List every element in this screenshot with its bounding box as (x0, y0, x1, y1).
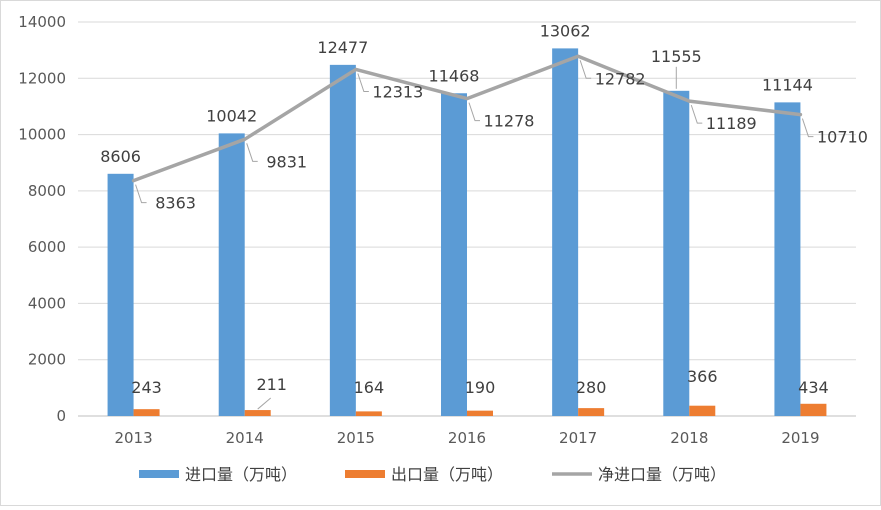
import-value-label: 8606 (100, 147, 141, 166)
export-bar (244, 410, 271, 416)
y-tick-label: 8000 (28, 182, 66, 200)
net-import-value-label: 12313 (372, 82, 423, 101)
import-bar (441, 93, 467, 416)
import-bar (552, 48, 579, 416)
x-tick-label: 2019 (781, 429, 819, 447)
leader-line (357, 73, 369, 92)
x-tick-label: 2015 (337, 429, 375, 447)
export-bar (467, 410, 493, 416)
leader-line (801, 118, 814, 138)
export-value-label: 366 (687, 367, 718, 386)
data-labels: 8606 10042 12477 11468 13062 11555 11144 243 211… (100, 21, 868, 397)
x-tick-labels: 2013 2014 2015 2016 2017 2018 2019 (114, 429, 819, 447)
export-bar (689, 405, 716, 416)
export-bar (800, 403, 827, 416)
y-tick-label: 2000 (28, 351, 66, 369)
leader-line (246, 143, 258, 162)
y-tick-label: 6000 (28, 238, 66, 256)
import-value-label: 11144 (762, 75, 813, 94)
export-value-label: 243 (131, 378, 162, 397)
import-value-label: 12477 (317, 38, 368, 57)
x-tick-label: 2018 (670, 429, 708, 447)
export-value-label: 190 (465, 378, 496, 397)
y-tick-label: 14000 (18, 13, 66, 31)
leader-line (257, 397, 272, 410)
legend-label: 净进口量（万吨） (598, 465, 726, 484)
y-tick-label: 10000 (18, 126, 66, 144)
net-import-line (131, 54, 803, 183)
export-value-label: 434 (798, 378, 829, 397)
import-bar (107, 173, 134, 416)
x-tick-label: 2016 (448, 429, 486, 447)
net-import-value-label: 12782 (595, 69, 646, 88)
legend-label: 出口量（万吨） (391, 465, 503, 484)
export-bar (578, 408, 605, 416)
leader-line (579, 60, 592, 79)
legend-label: 进口量（万吨） (185, 465, 297, 484)
import-value-label: 11468 (429, 66, 480, 85)
import-bar (218, 133, 245, 416)
import-value-label: 11555 (651, 47, 702, 66)
x-tick-label: 2013 (114, 429, 152, 447)
export-bar (355, 411, 382, 416)
x-tick-label: 2014 (226, 429, 264, 447)
net-import-value-label: 9831 (266, 152, 307, 171)
leader-line (135, 184, 147, 204)
legend-export-swatch (345, 470, 385, 478)
net-import-value-label: 8363 (155, 194, 196, 213)
leader-line (468, 102, 480, 122)
y-tick-label: 12000 (18, 69, 66, 87)
import-value-label: 13062 (540, 21, 591, 40)
export-value-label: 211 (256, 375, 287, 394)
y-tick-labels: 0 2000 4000 6000 8000 10000 12000 14000 (18, 13, 66, 425)
export-bar (133, 409, 160, 416)
legend: 进口量（万吨） 出口量（万吨） 净进口量（万吨） (139, 465, 726, 484)
net-import-value-label: 11189 (706, 114, 757, 133)
export-value-label: 164 (354, 378, 385, 397)
bars (107, 48, 827, 416)
import-bar (774, 102, 801, 416)
net-import-value-label: 11278 (484, 112, 535, 131)
legend-import-swatch (139, 470, 179, 478)
x-tick-label: 2017 (559, 429, 597, 447)
leader-line (690, 104, 703, 124)
import-bar (329, 64, 356, 416)
import-value-label: 10042 (206, 106, 257, 125)
net-import-polyline (131, 54, 803, 183)
net-import-value-label: 10710 (817, 128, 868, 147)
import-bar (663, 90, 690, 416)
y-tick-label: 0 (56, 407, 66, 425)
leader-lines (135, 60, 814, 410)
export-value-label: 280 (576, 378, 607, 397)
y-tick-label: 4000 (28, 294, 66, 312)
